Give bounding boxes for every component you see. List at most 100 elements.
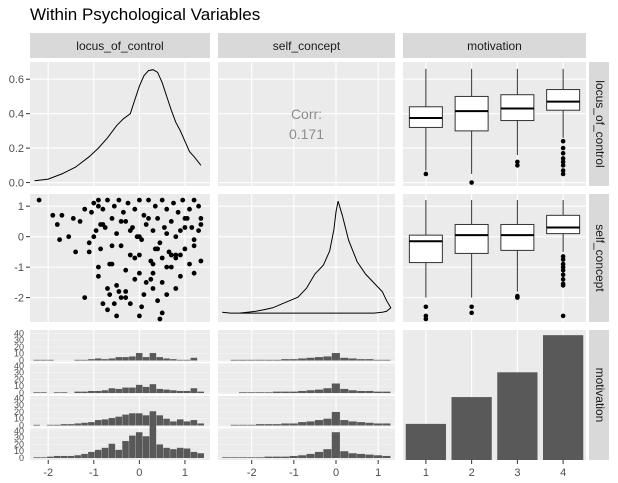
locus-boxplot-outlier-3-0: [515, 159, 520, 165]
locus-boxplot-iqr-4: [546, 89, 581, 111]
y-tick-label-count-2-0: 0: [19, 388, 24, 398]
self-hist-bar-4-5: [264, 456, 273, 458]
scatter-point: [150, 270, 156, 276]
scatter-points: [36, 197, 204, 322]
scatter-point: [191, 243, 197, 249]
scatter-point: [123, 295, 129, 300]
locus-hist-bar-1-9: [94, 358, 102, 361]
y-tick-label-density-1: 0.2: [9, 143, 24, 155]
locus-hist-bar-4-4: [60, 455, 68, 458]
scatter-point: [82, 206, 88, 212]
y-tick-label-self-3: 1: [18, 201, 24, 213]
scatter-point: [187, 261, 192, 267]
locus-boxplot-outlier-4-5: [560, 163, 566, 168]
self-boxplot-outlier-2-1: [469, 310, 474, 316]
locus-hist-bar-3-8: [88, 422, 95, 426]
self-hist-bar-4-4: [255, 457, 265, 458]
scatter-point: [107, 292, 113, 297]
scatter-point: [96, 203, 101, 209]
self-hist-bar-2-19: [382, 391, 391, 393]
self-hist-facet-2: [239, 383, 391, 393]
scatter-point: [187, 206, 192, 212]
locus-hist-bar-2-12: [115, 388, 122, 393]
self-hist-bar-4-8: [289, 455, 298, 458]
locus-hist-bar-3-11: [108, 418, 116, 426]
locus-hist-bar-3-17: [149, 411, 157, 426]
locus-hist-facet-1: [33, 353, 198, 361]
self-hist-bar-3-7: [281, 423, 290, 426]
locus-hist-bar-4-8: [88, 451, 95, 458]
locus-hist-facet-2: [33, 384, 205, 393]
row-strip-label-1: locus_of_control: [593, 80, 607, 167]
scatter-point: [173, 234, 179, 240]
self-hist-bar-3-18: [373, 423, 383, 426]
scatter-point: [159, 255, 165, 261]
panel-bg-r2-c2: [218, 194, 395, 322]
panel-bg-r1-c2: [218, 62, 395, 186]
self-hist-bar-1-17: [365, 359, 374, 361]
locus-hist-bar-2-13: [122, 387, 129, 393]
locus-hist-bar-4-6: [74, 455, 81, 458]
locus-hist-bar-4-12: [115, 449, 122, 458]
x-tick-label-self-2: 0: [333, 467, 339, 479]
locus-hist-bar-2-20: [170, 390, 177, 393]
locus-hist-bar-1-18: [156, 357, 163, 361]
y-tick-label-density-3: 0.6: [9, 74, 24, 86]
y-tick-label-count-4-1: 10: [14, 446, 24, 456]
self-boxplot-iqr-3: [500, 223, 535, 251]
scatter-point: [168, 219, 174, 224]
scatter-point: [150, 286, 156, 291]
self-boxplot-box-2: [454, 200, 489, 316]
self-boxplot-iqr-1: [408, 234, 443, 264]
locus-boxplot-outlier-4-7: [560, 171, 566, 177]
locus-hist-bar-2-21: [176, 390, 184, 393]
scatter-point: [118, 219, 124, 224]
self-hist-bar-4-11: [314, 451, 324, 458]
self-hist-bar-2-5: [264, 392, 273, 393]
locus-hist-bar-3-0: [33, 424, 40, 426]
scatter-point: [73, 249, 78, 255]
self-boxplot-iqr-2: [454, 223, 489, 254]
self-boxplot-box-4: [546, 200, 581, 319]
scatter-point: [125, 200, 131, 206]
scatter-point: [150, 261, 156, 267]
self-hist-bar-3-14: [340, 420, 349, 426]
scatter-point: [127, 301, 133, 307]
self-hist-bar-2-10: [306, 390, 315, 393]
self-hist-bar-2-15: [348, 390, 357, 393]
self-hist-bar-1-8: [289, 359, 298, 361]
scatter-point: [173, 252, 179, 258]
self-hist-bar-2-11: [314, 389, 324, 393]
scatter-point: [127, 252, 133, 258]
locus-hist-bar-1-22: [183, 359, 191, 361]
scatter-point: [109, 216, 115, 221]
y-tick-label-self-1: -1: [14, 262, 24, 274]
locus-hist-bar-3-23: [190, 420, 198, 426]
locus-hist-bar-1-11: [108, 358, 116, 361]
scatter-point: [132, 206, 138, 212]
locus-hist-bar-1-12: [115, 357, 122, 361]
locus-hist-bar-3-24: [197, 423, 205, 426]
self-hist-bar-3-10: [306, 421, 315, 426]
locus-hist-bar-3-19: [163, 418, 170, 426]
scatter-point: [178, 228, 183, 234]
y-tick-label-count-2-4: 40: [14, 361, 24, 371]
y-tick-label-count-2-3: 30: [14, 368, 24, 378]
row-strip-2: [589, 194, 609, 322]
locus-hist-bar-1-1: [40, 359, 47, 361]
column-strip-3: [403, 33, 586, 58]
scatter-point: [114, 231, 119, 237]
self-hist-bar-1-4: [255, 359, 265, 361]
panel-bg-r1-c1: [30, 62, 210, 186]
self-hist-bar-1-1: [230, 359, 239, 361]
self-hist-bar-4-0: [222, 457, 231, 458]
self-hist-bar-2-9: [298, 390, 307, 393]
self-boxplot-outlier-4-8: [560, 283, 566, 288]
scatter-point: [198, 258, 204, 264]
self-hist-bar-4-2: [239, 457, 248, 458]
scatter-point: [111, 301, 117, 307]
scatter-point: [168, 252, 174, 258]
scatter-point: [54, 222, 60, 227]
self-hist-bar-1-12: [323, 356, 332, 361]
scatter-point: [191, 270, 197, 276]
